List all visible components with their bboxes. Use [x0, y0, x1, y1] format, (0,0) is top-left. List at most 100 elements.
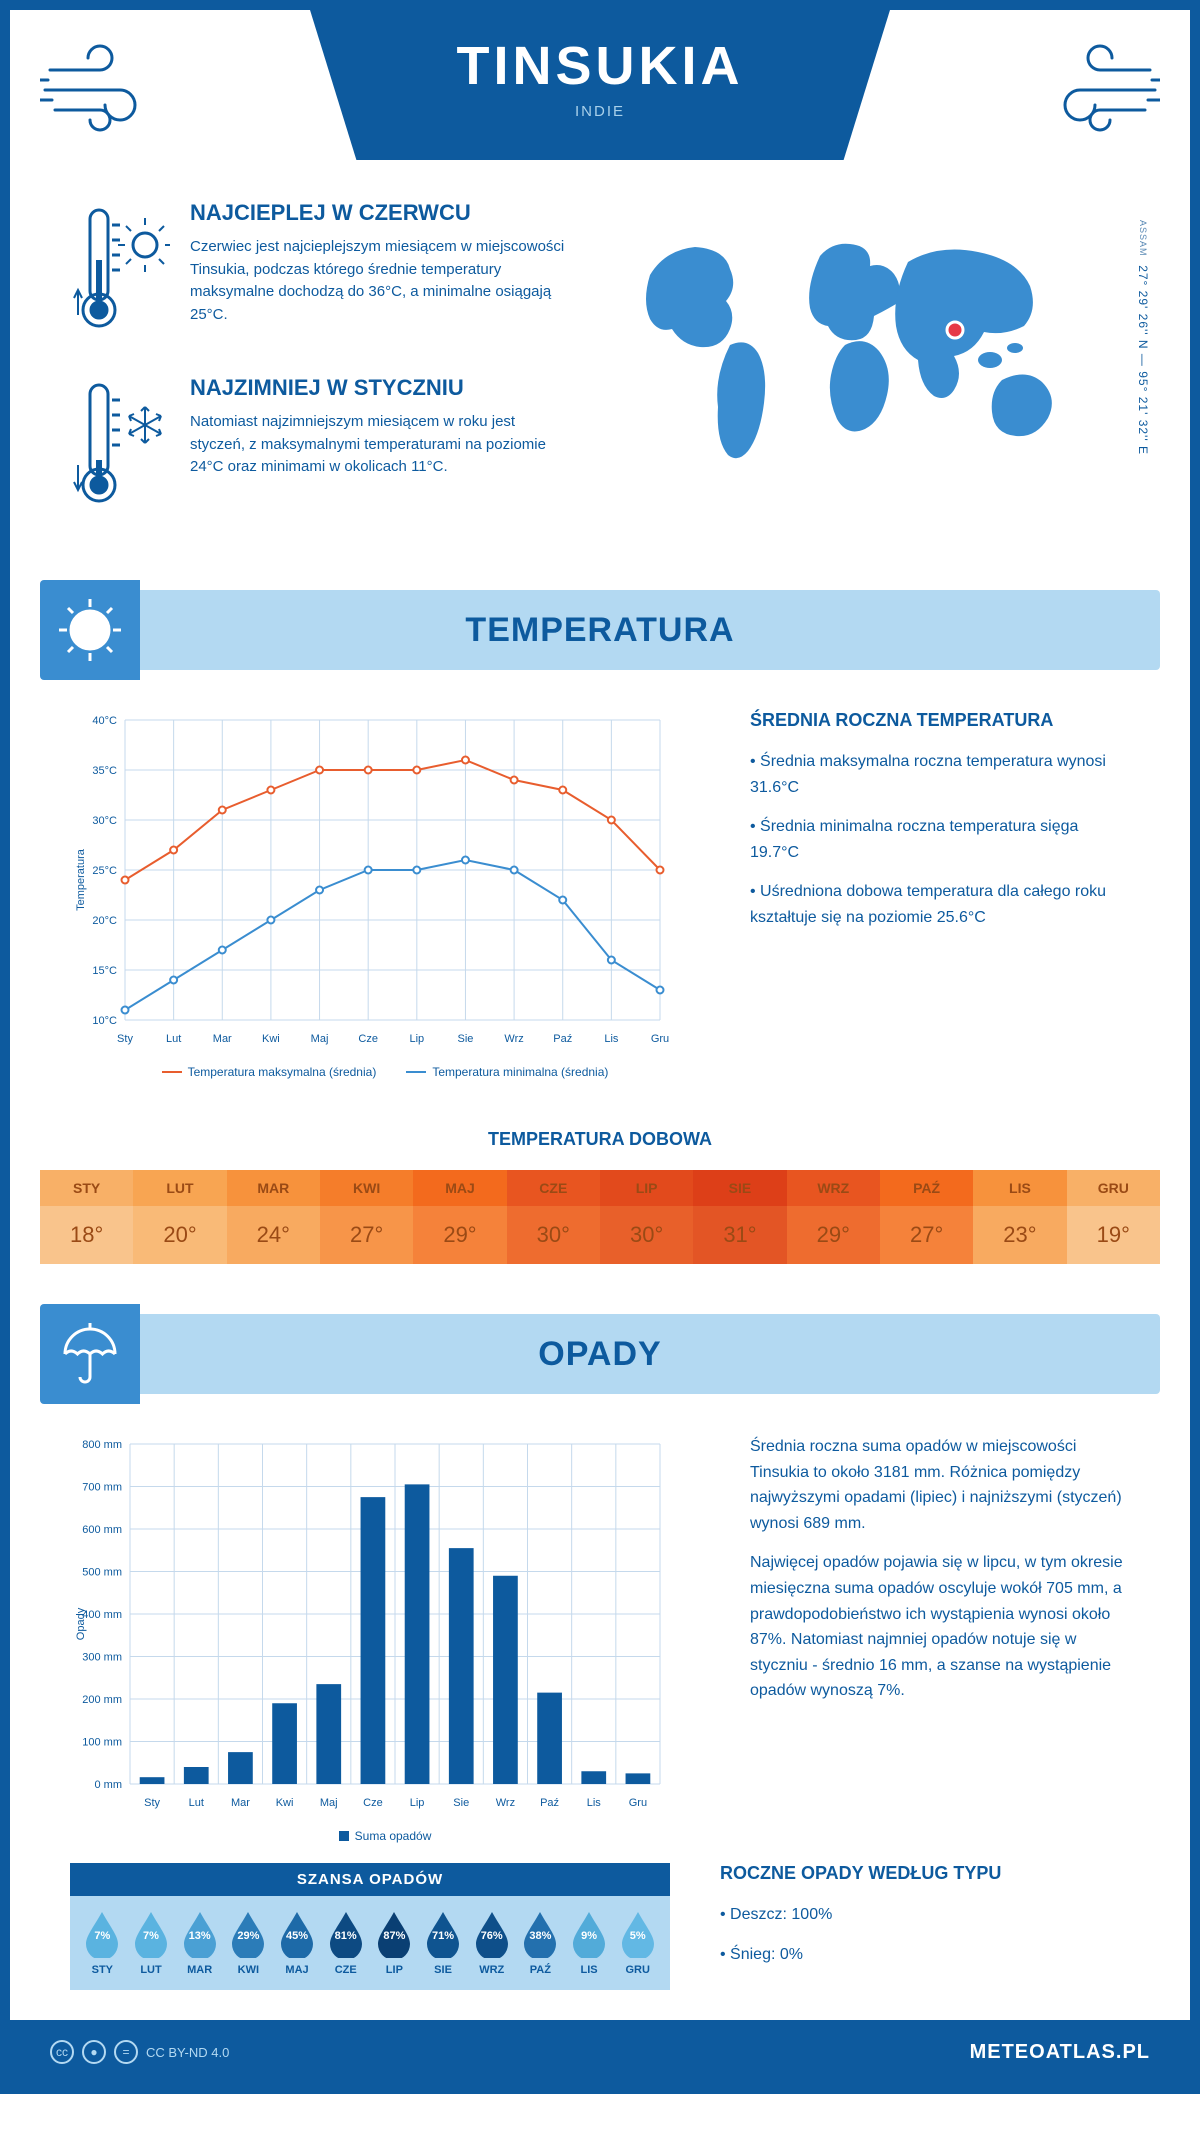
- legend-max-label: Temperatura maksymalna (średnia): [188, 1065, 377, 1079]
- svg-text:400 mm: 400 mm: [82, 1609, 122, 1621]
- precip-summary-p1: Średnia roczna suma opadów w miejscowośc…: [750, 1434, 1130, 1536]
- svg-text:15°C: 15°C: [92, 965, 117, 977]
- daily-temp-table: STY18°LUT20°MAR24°KWI27°MAJ29°CZE30°LIP3…: [40, 1170, 1160, 1264]
- umbrella-icon: [40, 1304, 140, 1404]
- svg-text:Kwi: Kwi: [262, 1033, 280, 1045]
- precipitation-chance-row: 7%STY7%LUT13%MAR29%KWI45%MAJ81%CZE87%LIP…: [70, 1896, 670, 1990]
- svg-text:Lis: Lis: [604, 1033, 619, 1045]
- svg-text:Kwi: Kwi: [276, 1797, 294, 1809]
- coldest-title: NAJZIMNIEJ W STYCZNIU: [190, 375, 570, 401]
- chance-cell: 45%MAJ: [273, 1910, 322, 1976]
- chance-cell: 7%STY: [78, 1910, 127, 1976]
- warmest-text: Czerwiec jest najcieplejszym miesiącem w…: [190, 236, 570, 326]
- svg-text:20°C: 20°C: [92, 915, 117, 927]
- daily-cell: KWI27°: [320, 1170, 413, 1264]
- chance-cell: 29%KWI: [224, 1910, 273, 1976]
- city-title: TINSUKIA: [310, 35, 890, 97]
- precip-type-rain: • Deszcz: 100%: [720, 1902, 1100, 1928]
- warmest-title: NAJCIEPLEJ W CZERWCU: [190, 200, 570, 226]
- daily-cell: WRZ29°: [787, 1170, 880, 1264]
- warmest-fact: NAJCIEPLEJ W CZERWCU Czerwiec jest najci…: [70, 200, 570, 345]
- svg-text:Cze: Cze: [363, 1797, 383, 1809]
- svg-text:Lip: Lip: [410, 1797, 425, 1809]
- svg-text:Paź: Paź: [553, 1033, 572, 1045]
- daily-cell: PAŹ27°: [880, 1170, 973, 1264]
- daily-cell: LIS23°: [973, 1170, 1066, 1264]
- legend-bar-label: Suma opadów: [355, 1829, 432, 1843]
- world-map: [610, 200, 1090, 480]
- precipitation-bar-chart: 0 mm100 mm200 mm300 mm400 mm500 mm600 mm…: [70, 1434, 670, 1814]
- coldest-fact: NAJZIMNIEJ W STYCZNIU Natomiast najzimni…: [70, 375, 570, 520]
- thermometer-sun-icon: [70, 200, 170, 345]
- temperature-line-chart: 10°C15°C20°C25°C30°C35°C40°CStyLutMarKwi…: [70, 710, 670, 1050]
- precip-summary-p2: Najwięcej opadów pojawia się w lipcu, w …: [750, 1550, 1130, 1704]
- svg-text:0 mm: 0 mm: [95, 1779, 123, 1791]
- svg-text:600 mm: 600 mm: [82, 1524, 122, 1536]
- section-title: OPADY: [538, 1335, 661, 1374]
- chance-title: SZANSA OPADÓW: [70, 1863, 670, 1896]
- svg-text:Maj: Maj: [311, 1033, 329, 1045]
- svg-text:Temperatura: Temperatura: [75, 848, 87, 911]
- svg-text:Gru: Gru: [629, 1797, 647, 1809]
- chance-cell: 38%PAŹ: [516, 1910, 565, 1976]
- daily-cell: CZE30°: [507, 1170, 600, 1264]
- license-block: cc ● = CC BY-ND 4.0: [50, 2040, 229, 2064]
- country-subtitle: INDIE: [310, 103, 890, 120]
- temp-summary-p3: • Uśredniona dobowa temperatura dla całe…: [750, 879, 1130, 930]
- nd-icon: =: [114, 2040, 138, 2064]
- daily-cell: LIP30°: [600, 1170, 693, 1264]
- brand-name: METEOATLAS.PL: [970, 2041, 1150, 2064]
- svg-text:200 mm: 200 mm: [82, 1694, 122, 1706]
- svg-text:Mar: Mar: [213, 1033, 232, 1045]
- title-banner: TINSUKIA INDIE: [310, 10, 890, 160]
- chance-cell: 5%GRU: [613, 1910, 662, 1976]
- svg-text:Sie: Sie: [453, 1797, 469, 1809]
- temperature-section-header: TEMPERATURA: [40, 590, 1160, 670]
- legend-min-label: Temperatura minimalna (średnia): [432, 1065, 608, 1079]
- daily-cell: MAR24°: [227, 1170, 320, 1264]
- svg-text:Lut: Lut: [189, 1797, 204, 1809]
- svg-text:25°C: 25°C: [92, 865, 117, 877]
- svg-text:Maj: Maj: [320, 1797, 338, 1809]
- coordinates: ASSAM 27° 29' 26'' N — 95° 21' 32'' E: [1136, 220, 1150, 455]
- svg-text:Gru: Gru: [651, 1033, 669, 1045]
- chance-cell: 7%LUT: [127, 1910, 176, 1976]
- chance-cell: 71%SIE: [419, 1910, 468, 1976]
- svg-text:Paź: Paź: [540, 1797, 559, 1809]
- wind-icon: [1040, 40, 1160, 140]
- svg-text:Sie: Sie: [458, 1033, 474, 1045]
- temp-summary-p1: • Średnia maksymalna roczna temperatura …: [750, 749, 1130, 800]
- cc-icon: cc: [50, 2040, 74, 2064]
- region-label: ASSAM: [1138, 220, 1148, 257]
- chance-cell: 87%LIP: [370, 1910, 419, 1976]
- temp-chart-legend: Temperatura maksymalna (średnia) Tempera…: [70, 1065, 700, 1079]
- svg-text:700 mm: 700 mm: [82, 1482, 122, 1494]
- daily-temp-title: TEMPERATURA DOBOWA: [10, 1129, 1190, 1150]
- chance-cell: 81%CZE: [321, 1910, 370, 1976]
- svg-text:Lut: Lut: [166, 1033, 181, 1045]
- temp-summary-p2: • Średnia minimalna roczna temperatura s…: [750, 814, 1130, 865]
- svg-text:35°C: 35°C: [92, 765, 117, 777]
- chance-cell: 76%WRZ: [467, 1910, 516, 1976]
- wind-icon: [40, 40, 160, 140]
- footer: cc ● = CC BY-ND 4.0 METEOATLAS.PL: [10, 2020, 1190, 2084]
- svg-text:Lip: Lip: [409, 1033, 424, 1045]
- temp-summary-title: ŚREDNIA ROCZNA TEMPERATURA: [750, 710, 1130, 731]
- svg-text:30°C: 30°C: [92, 815, 117, 827]
- precipitation-summary: Średnia roczna suma opadów w miejscowośc…: [750, 1434, 1130, 1843]
- precip-type-snow: • Śnieg: 0%: [720, 1942, 1100, 1968]
- daily-cell: GRU19°: [1067, 1170, 1160, 1264]
- precipitation-section-header: OPADY: [40, 1314, 1160, 1394]
- svg-text:10°C: 10°C: [92, 1015, 117, 1027]
- svg-text:Mar: Mar: [231, 1797, 250, 1809]
- chance-cell: 9%LIS: [565, 1910, 614, 1976]
- svg-text:40°C: 40°C: [92, 715, 117, 727]
- precip-chart-legend: Suma opadów: [70, 1829, 700, 1843]
- svg-text:Wrz: Wrz: [496, 1797, 515, 1809]
- svg-text:Sty: Sty: [144, 1797, 160, 1809]
- precip-type-title: ROCZNE OPADY WEDŁUG TYPU: [720, 1863, 1100, 1884]
- svg-text:Cze: Cze: [358, 1033, 378, 1045]
- daily-cell: LUT20°: [133, 1170, 226, 1264]
- svg-text:300 mm: 300 mm: [82, 1652, 122, 1664]
- daily-cell: STY18°: [40, 1170, 133, 1264]
